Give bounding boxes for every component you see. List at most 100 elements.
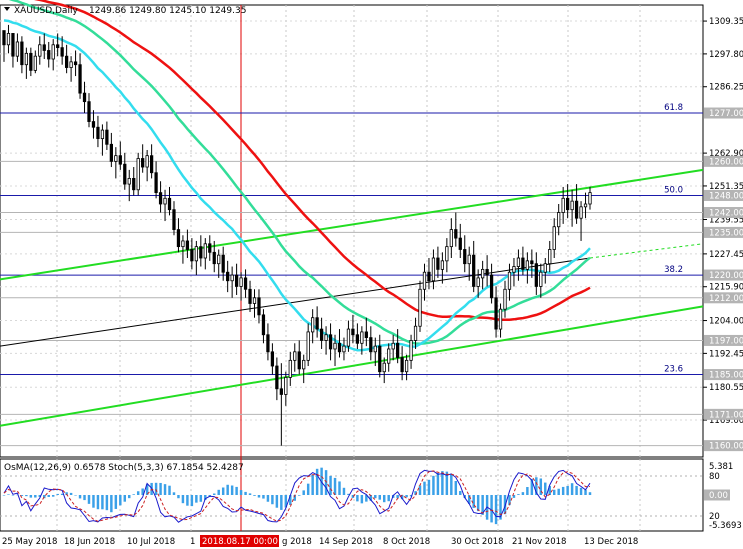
candle-body: [257, 297, 261, 316]
candle-body: [328, 334, 333, 350]
chart-header: XAUUSD,Daily 1249.86 1249.80 1245.10 124…: [4, 6, 246, 16]
osma-bar: [78, 495, 82, 499]
osc-tick-label: -5.3693: [709, 521, 742, 531]
time-tick-label: 25 May 2018: [2, 537, 57, 547]
candle-body: [118, 155, 122, 165]
osma-bar: [239, 490, 243, 495]
candle-body: [73, 61, 78, 66]
osma-bar: [512, 495, 516, 498]
candle-body: [243, 277, 248, 290]
candle-body: [87, 101, 91, 122]
price-tick-label: 1227.45: [709, 250, 743, 260]
candle-body: [11, 33, 15, 57]
osma-bar: [230, 485, 234, 495]
osma-bar: [351, 495, 355, 498]
candle-body: [422, 271, 427, 290]
osma-bar: [521, 492, 525, 495]
osc-tick-label: 5.381: [709, 462, 733, 472]
osma-bar: [530, 478, 534, 495]
oscillator-panel: [0, 467, 703, 525]
osma-bar: [257, 495, 261, 498]
candle-body: [346, 328, 351, 347]
price-level-label: 1197.00: [709, 336, 743, 346]
candle-body: [360, 331, 364, 344]
candle-body: [96, 126, 100, 140]
osma-bar: [74, 495, 77, 496]
chart-grid: 61.8 50.0 38.2 23.6: [0, 4, 704, 532]
osma-bar: [186, 495, 189, 506]
candle-body: [507, 271, 512, 290]
price-level-label: 1220.00: [709, 271, 743, 281]
osma-bar: [535, 477, 538, 495]
osma-bar: [213, 493, 216, 495]
price-level-label: 1235.00: [709, 228, 743, 238]
candle-body: [293, 351, 297, 361]
osma-bar: [177, 495, 180, 499]
osma-bar: [365, 495, 368, 502]
osma-bar: [226, 484, 229, 495]
price-level-label: 1242.00: [709, 209, 743, 219]
oscillator-panel-frame: [0, 458, 704, 532]
candle-body: [38, 44, 42, 57]
candle-body: [449, 229, 453, 248]
osma-bar: [526, 487, 529, 495]
osc-tick-label: 80: [709, 472, 720, 482]
candle-body: [369, 337, 373, 353]
ohlc-values: 1249.86 1249.80 1245.10 1249.35: [89, 6, 246, 16]
ma-mid-line: [8, 0, 591, 346]
stoch-signal-line: [3, 470, 591, 522]
price-level-box: [704, 107, 743, 119]
candle-body: [275, 365, 279, 390]
osma-bar: [141, 488, 144, 495]
candle-body: [6, 33, 11, 46]
candle-body: [521, 257, 525, 270]
date-cursor-box: [200, 535, 279, 547]
osma-bar: [136, 491, 140, 495]
price-tick-label: 1309.35: [709, 17, 743, 27]
candle-body: [324, 334, 328, 341]
candle-body: [311, 317, 315, 333]
price-level-box: [704, 440, 743, 452]
osma-bar: [110, 495, 113, 513]
osma-bar: [168, 485, 171, 495]
osma-bar: [588, 492, 592, 495]
candle-body: [56, 44, 60, 49]
candle-body: [378, 345, 382, 373]
osma-bar: [333, 477, 337, 495]
candle-body: [302, 359, 306, 370]
candle-body: [494, 297, 498, 330]
candle-body: [82, 92, 87, 103]
osma-bar: [298, 495, 301, 496]
time-tick-label: 21 Nov 2018: [512, 537, 566, 547]
candle-body: [436, 257, 440, 270]
candle-body: [570, 200, 574, 211]
candle-body: [33, 55, 37, 71]
time-tick-label: 14 Sep 2018: [319, 537, 373, 547]
osma-bar: [7, 494, 10, 495]
osma-bar: [418, 485, 422, 495]
osma-bar: [47, 495, 50, 497]
osma-bar: [132, 494, 135, 495]
osc-level-box: [704, 489, 730, 501]
osma-bar: [405, 495, 408, 498]
candle-body: [463, 249, 467, 265]
osma-bar: [51, 495, 55, 497]
price-tick-label: 1297.80: [709, 50, 743, 60]
osma-bar: [450, 473, 453, 495]
osma-bar: [539, 478, 543, 495]
osma-bar: [494, 495, 498, 525]
price-tick-label: 1204.00: [709, 317, 743, 327]
time-tick-label: 10 Jul 2018: [127, 537, 175, 547]
candle-body: [382, 362, 386, 373]
candle-body: [355, 334, 360, 344]
candle-body: [212, 251, 216, 265]
osma-bar: [387, 495, 390, 502]
price-tick-label: 1180.55: [709, 383, 743, 393]
osma-bar: [476, 495, 480, 512]
osma-bar: [382, 495, 386, 503]
osma-bar: [266, 495, 270, 502]
candle-body: [427, 271, 431, 282]
candle-body: [467, 254, 471, 265]
osma-bar: [467, 495, 471, 504]
